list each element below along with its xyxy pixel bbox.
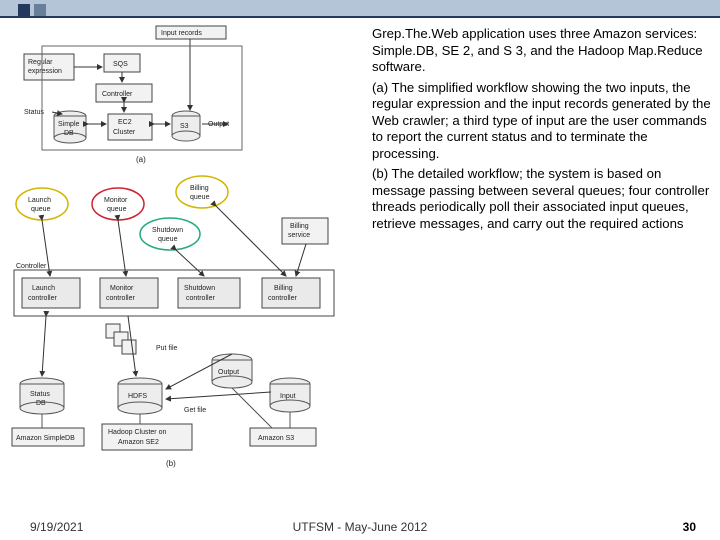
svg-text:Amazon S3: Amazon S3	[258, 435, 294, 442]
diagram-b: Launch queue Monitor queue Billing queue…	[12, 176, 334, 468]
svg-text:Simple: Simple	[58, 121, 80, 128]
svg-text:Input: Input	[280, 393, 296, 400]
svg-text:Controller: Controller	[16, 263, 47, 270]
svg-text:Monitor: Monitor	[110, 285, 134, 292]
diagram-a: Input records Regular expression SQS Con…	[24, 26, 242, 164]
svg-text:queue: queue	[107, 206, 127, 213]
svg-text:Shutdown: Shutdown	[152, 227, 183, 234]
svg-text:controller: controller	[186, 295, 215, 302]
svg-text:Amazon SE2: Amazon SE2	[118, 439, 159, 446]
slide-header	[0, 0, 720, 18]
svg-text:queue: queue	[190, 194, 210, 201]
svg-text:Amazon SimpleDB: Amazon SimpleDB	[16, 435, 75, 442]
paragraph-intro: Grep.The.Web application uses three Amaz…	[366, 26, 714, 76]
svg-text:(b): (b)	[166, 459, 176, 468]
header-accent-square-1	[18, 4, 30, 16]
footer-page-number: 30	[683, 520, 696, 534]
svg-text:HDFS: HDFS	[128, 393, 147, 400]
svg-text:Status: Status	[30, 391, 50, 398]
svg-text:Shutdown: Shutdown	[184, 285, 215, 292]
svg-text:queue: queue	[158, 236, 178, 243]
svg-text:controller: controller	[268, 295, 297, 302]
svg-text:Regular: Regular	[28, 59, 53, 66]
svg-text:S3: S3	[180, 123, 189, 130]
svg-text:service: service	[288, 232, 310, 239]
svg-text:SQS: SQS	[113, 61, 128, 68]
svg-text:Cluster: Cluster	[113, 129, 136, 136]
svg-text:Launch: Launch	[28, 197, 51, 204]
svg-text:Billing: Billing	[290, 223, 309, 230]
footer-date: 9/19/2021	[30, 520, 83, 534]
svg-text:Controller: Controller	[102, 91, 133, 98]
header-accent-square-2	[34, 4, 46, 16]
architecture-diagram: Input records Regular expression SQS Con…	[6, 24, 356, 504]
svg-text:DB: DB	[64, 130, 74, 137]
paragraph-b: (b) The detailed workflow; the system is…	[366, 166, 714, 232]
svg-text:Status: Status	[24, 109, 44, 116]
svg-text:DB: DB	[36, 400, 46, 407]
svg-text:Hadoop Cluster on: Hadoop Cluster on	[108, 429, 166, 436]
svg-text:Billing: Billing	[190, 185, 209, 192]
svg-text:Input records: Input records	[161, 30, 202, 37]
svg-text:Output: Output	[218, 369, 239, 376]
footer-center: UTFSM - May-June 2012	[293, 520, 428, 534]
svg-text:Monitor: Monitor	[104, 197, 128, 204]
svg-text:controller: controller	[28, 295, 57, 302]
svg-text:controller: controller	[106, 295, 135, 302]
paragraph-a: (a) The simplified workflow showing the …	[366, 80, 714, 163]
svg-text:Put file: Put file	[156, 345, 178, 352]
text-column: Grep.The.Web application uses three Amaz…	[360, 18, 720, 508]
svg-text:expression: expression	[28, 68, 62, 75]
svg-text:Billing: Billing	[274, 285, 293, 292]
slide-content: Input records Regular expression SQS Con…	[0, 18, 720, 508]
diagram-column: Input records Regular expression SQS Con…	[0, 18, 360, 508]
slide-footer: 9/19/2021 UTFSM - May-June 2012 30	[0, 520, 720, 534]
svg-text:Get file: Get file	[184, 407, 206, 414]
svg-text:queue: queue	[31, 206, 51, 213]
svg-text:EC2: EC2	[118, 119, 132, 126]
svg-text:(a): (a)	[136, 155, 146, 164]
svg-text:Launch: Launch	[32, 285, 55, 292]
